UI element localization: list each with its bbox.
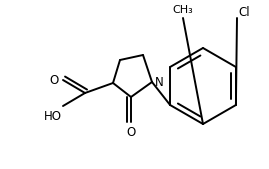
Text: N: N [155,77,163,90]
Text: Cl: Cl [238,6,250,18]
Text: HO: HO [44,110,62,123]
Text: O: O [126,126,136,139]
Text: CH₃: CH₃ [173,5,193,15]
Text: O: O [49,74,59,87]
